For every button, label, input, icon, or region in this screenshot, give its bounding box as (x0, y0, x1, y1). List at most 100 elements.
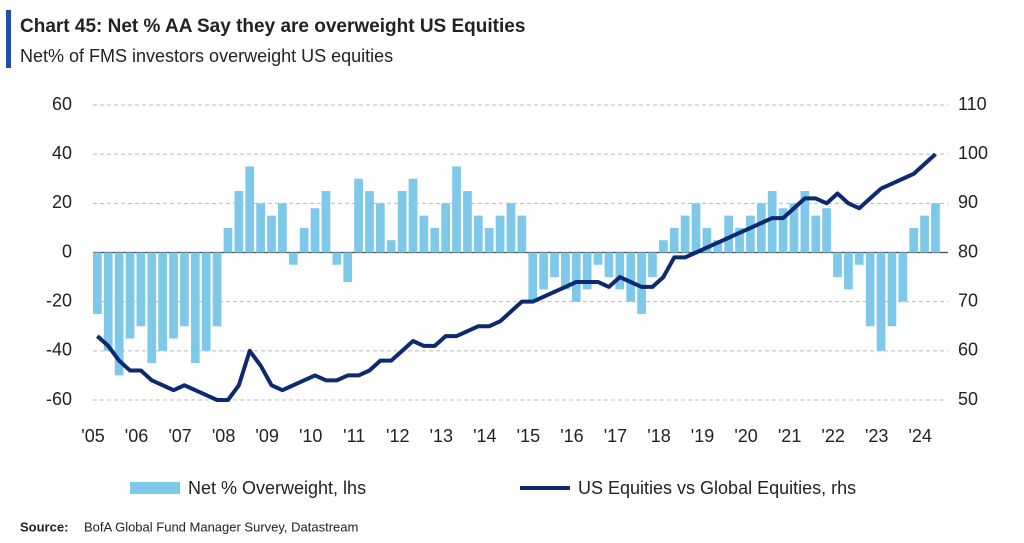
x-tick-label: '20 (734, 426, 757, 446)
bar (288, 252, 298, 265)
source-label: Source: (20, 519, 68, 534)
bar (517, 215, 527, 253)
bar (931, 203, 940, 253)
legend-label: US Equities vs Global Equities, rhs (578, 478, 856, 498)
x-tick-label: '18 (647, 426, 670, 446)
bar (158, 252, 168, 351)
bar (626, 252, 636, 302)
bar (125, 252, 135, 339)
x-tick-label: '12 (386, 426, 409, 446)
y-tick-label: -20 (46, 290, 72, 310)
x-tick-label: '23 (865, 426, 888, 446)
bar (299, 227, 309, 253)
bar (920, 215, 929, 253)
bar (223, 227, 233, 253)
bar (844, 252, 853, 290)
x-tick-label: '17 (604, 426, 627, 446)
bar (365, 191, 374, 253)
bar (147, 252, 157, 364)
y2-tick-label: 80 (958, 241, 978, 261)
y2-tick-label: 70 (958, 290, 978, 310)
y-tick-label: -60 (46, 389, 72, 409)
y-tick-label: 20 (52, 192, 72, 212)
bar (724, 215, 734, 253)
x-tick-label: '21 (778, 426, 801, 446)
x-tick-label: '05 (81, 426, 104, 446)
bar (713, 240, 723, 253)
bar (136, 252, 146, 327)
bar (267, 215, 276, 253)
bar (386, 240, 396, 253)
bar (321, 191, 331, 253)
bar (256, 203, 265, 253)
bar (376, 203, 385, 253)
bar (767, 191, 777, 253)
bar (430, 227, 440, 253)
bar (180, 252, 189, 327)
bar (463, 191, 472, 253)
x-tick-label: '19 (691, 426, 714, 446)
bar (169, 252, 178, 339)
line (96, 152, 937, 402)
bar (702, 227, 712, 253)
bar (648, 252, 657, 278)
bar (800, 191, 810, 253)
bar (854, 252, 864, 265)
source: BofA Global Fund Manager Survey, Datastr… (84, 519, 358, 534)
bar (114, 252, 124, 376)
x-tick-label: '07 (168, 426, 191, 446)
x-tick-label: '10 (299, 426, 322, 446)
bar (419, 215, 429, 253)
bar (93, 252, 102, 314)
bar (909, 227, 919, 253)
chart-title: Chart 45: Net % AA Say they are overweig… (20, 16, 525, 37)
bar (735, 227, 744, 253)
bar (746, 215, 755, 253)
bar (680, 215, 690, 253)
bar (484, 227, 494, 253)
bar (582, 252, 592, 290)
bar (659, 240, 668, 253)
bar (310, 208, 320, 253)
bar (756, 203, 766, 253)
bar (103, 252, 113, 351)
x-tick-label: '14 (473, 426, 496, 446)
bar (778, 208, 788, 253)
x-tick-label: '06 (125, 426, 148, 446)
x-tick-label: '15 (517, 426, 540, 446)
bar (332, 252, 342, 265)
bar (822, 208, 831, 253)
legend-swatch (130, 482, 180, 494)
chart-subtitle: Net% of FMS investors overweight US equi… (20, 46, 393, 66)
bar (811, 215, 821, 253)
bar (506, 203, 516, 253)
bar (495, 215, 505, 253)
x-tick-label: '24 (908, 426, 931, 446)
bar (691, 203, 701, 253)
bar (201, 252, 211, 351)
bar (441, 203, 451, 253)
bar (212, 252, 222, 327)
y-tick-label: 40 (52, 143, 72, 163)
x-tick-label: '16 (560, 426, 583, 446)
bar (615, 252, 625, 290)
bar (887, 252, 897, 327)
y-tick-label: -40 (46, 340, 72, 360)
bar (343, 252, 353, 282)
bar (528, 252, 538, 302)
bar (452, 166, 461, 253)
bar (833, 252, 842, 278)
bar (539, 252, 548, 290)
y2-tick-label: 100 (958, 143, 988, 163)
x-tick-label: '09 (255, 426, 278, 446)
y-tick-label: 60 (52, 94, 72, 114)
y2-tick-label: 110 (958, 94, 987, 114)
bar (604, 252, 614, 278)
bar (669, 227, 679, 253)
bar (550, 252, 559, 278)
x-tick-label: '08 (212, 426, 235, 446)
bar (561, 252, 570, 290)
bar (593, 252, 603, 265)
bar (278, 203, 287, 253)
